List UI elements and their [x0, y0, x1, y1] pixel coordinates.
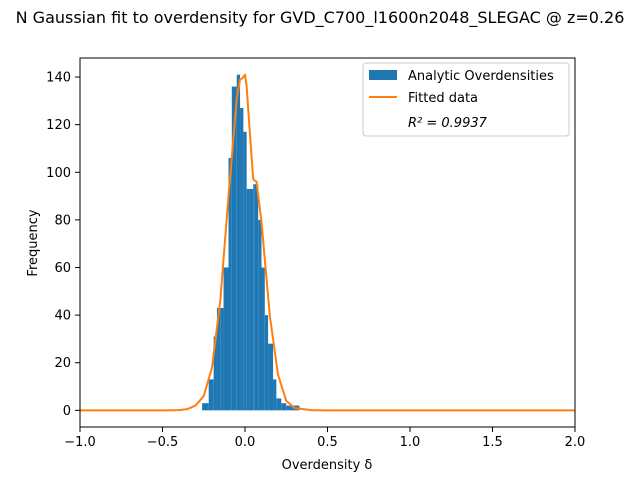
x-axis-label: Overdensity δ: [282, 458, 373, 473]
histogram-bar: [240, 107, 244, 411]
fit-line: [80, 73, 575, 412]
histogram-bar: [246, 188, 250, 411]
histogram-bar: [286, 405, 292, 411]
x-tick-label: −0.5: [147, 435, 179, 450]
histogram-bar: [216, 307, 221, 411]
histogram-bar: [236, 74, 241, 411]
x-tick-label: −1.0: [64, 435, 96, 450]
legend-swatch-histogram: [369, 70, 397, 80]
histogram-bar: [220, 307, 224, 411]
chart-title: N Gaussian fit to overdensity for GVD_C7…: [16, 8, 625, 28]
histogram-bar: [261, 267, 265, 411]
y-tick-label: 40: [54, 309, 71, 324]
x-tick-label: 2.0: [565, 435, 586, 450]
legend-label-histogram: Analytic Overdensities: [408, 69, 554, 84]
x-tick-label: 1.0: [400, 435, 421, 450]
y-tick-label: 120: [46, 118, 71, 133]
x-tick-label: 0.5: [317, 435, 338, 450]
y-axis-label: Frequency: [26, 209, 41, 276]
y-tick-label: 80: [54, 213, 71, 228]
histogram-bars: [202, 74, 300, 411]
y-tick-label: 20: [54, 356, 71, 371]
histogram-bar: [268, 343, 274, 411]
x-axis-ticks: −1.0 −0.5 0.0 0.5 1.0 1.5 2.0: [64, 427, 585, 450]
x-tick-label: 0.0: [235, 435, 256, 450]
y-axis-ticks: 0 20 40 60 80 100 120 140: [46, 71, 80, 419]
histogram-bar: [231, 86, 237, 411]
legend-label-fit: Fitted data: [408, 91, 478, 106]
y-tick-label: 140: [46, 71, 71, 86]
histogram-bar: [281, 403, 287, 411]
legend-box: [362, 62, 570, 137]
histogram-bar: [264, 315, 269, 411]
histogram-bar: [213, 336, 217, 411]
histogram-bar: [258, 219, 262, 411]
x-tick-label: 1.5: [482, 435, 503, 450]
histogram-bar: [273, 379, 277, 411]
legend: Analytic Overdensities Fitted data R² = …: [362, 62, 570, 137]
histogram-bar: [223, 267, 229, 411]
y-tick-label: 100: [46, 166, 71, 181]
r-squared-annotation: R² = 0.9937: [408, 116, 488, 131]
histogram-bar: [228, 157, 232, 411]
histogram-bar: [253, 184, 255, 411]
y-tick-label: 60: [54, 261, 71, 276]
histogram-bar: [254, 184, 259, 411]
histogram-bar: [276, 398, 282, 411]
histogram-bar: [249, 188, 254, 411]
y-tick-label: 0: [63, 404, 71, 419]
histogram-bar: [243, 131, 247, 411]
histogram-bar: [208, 379, 214, 411]
histogram-bar: [202, 403, 209, 411]
